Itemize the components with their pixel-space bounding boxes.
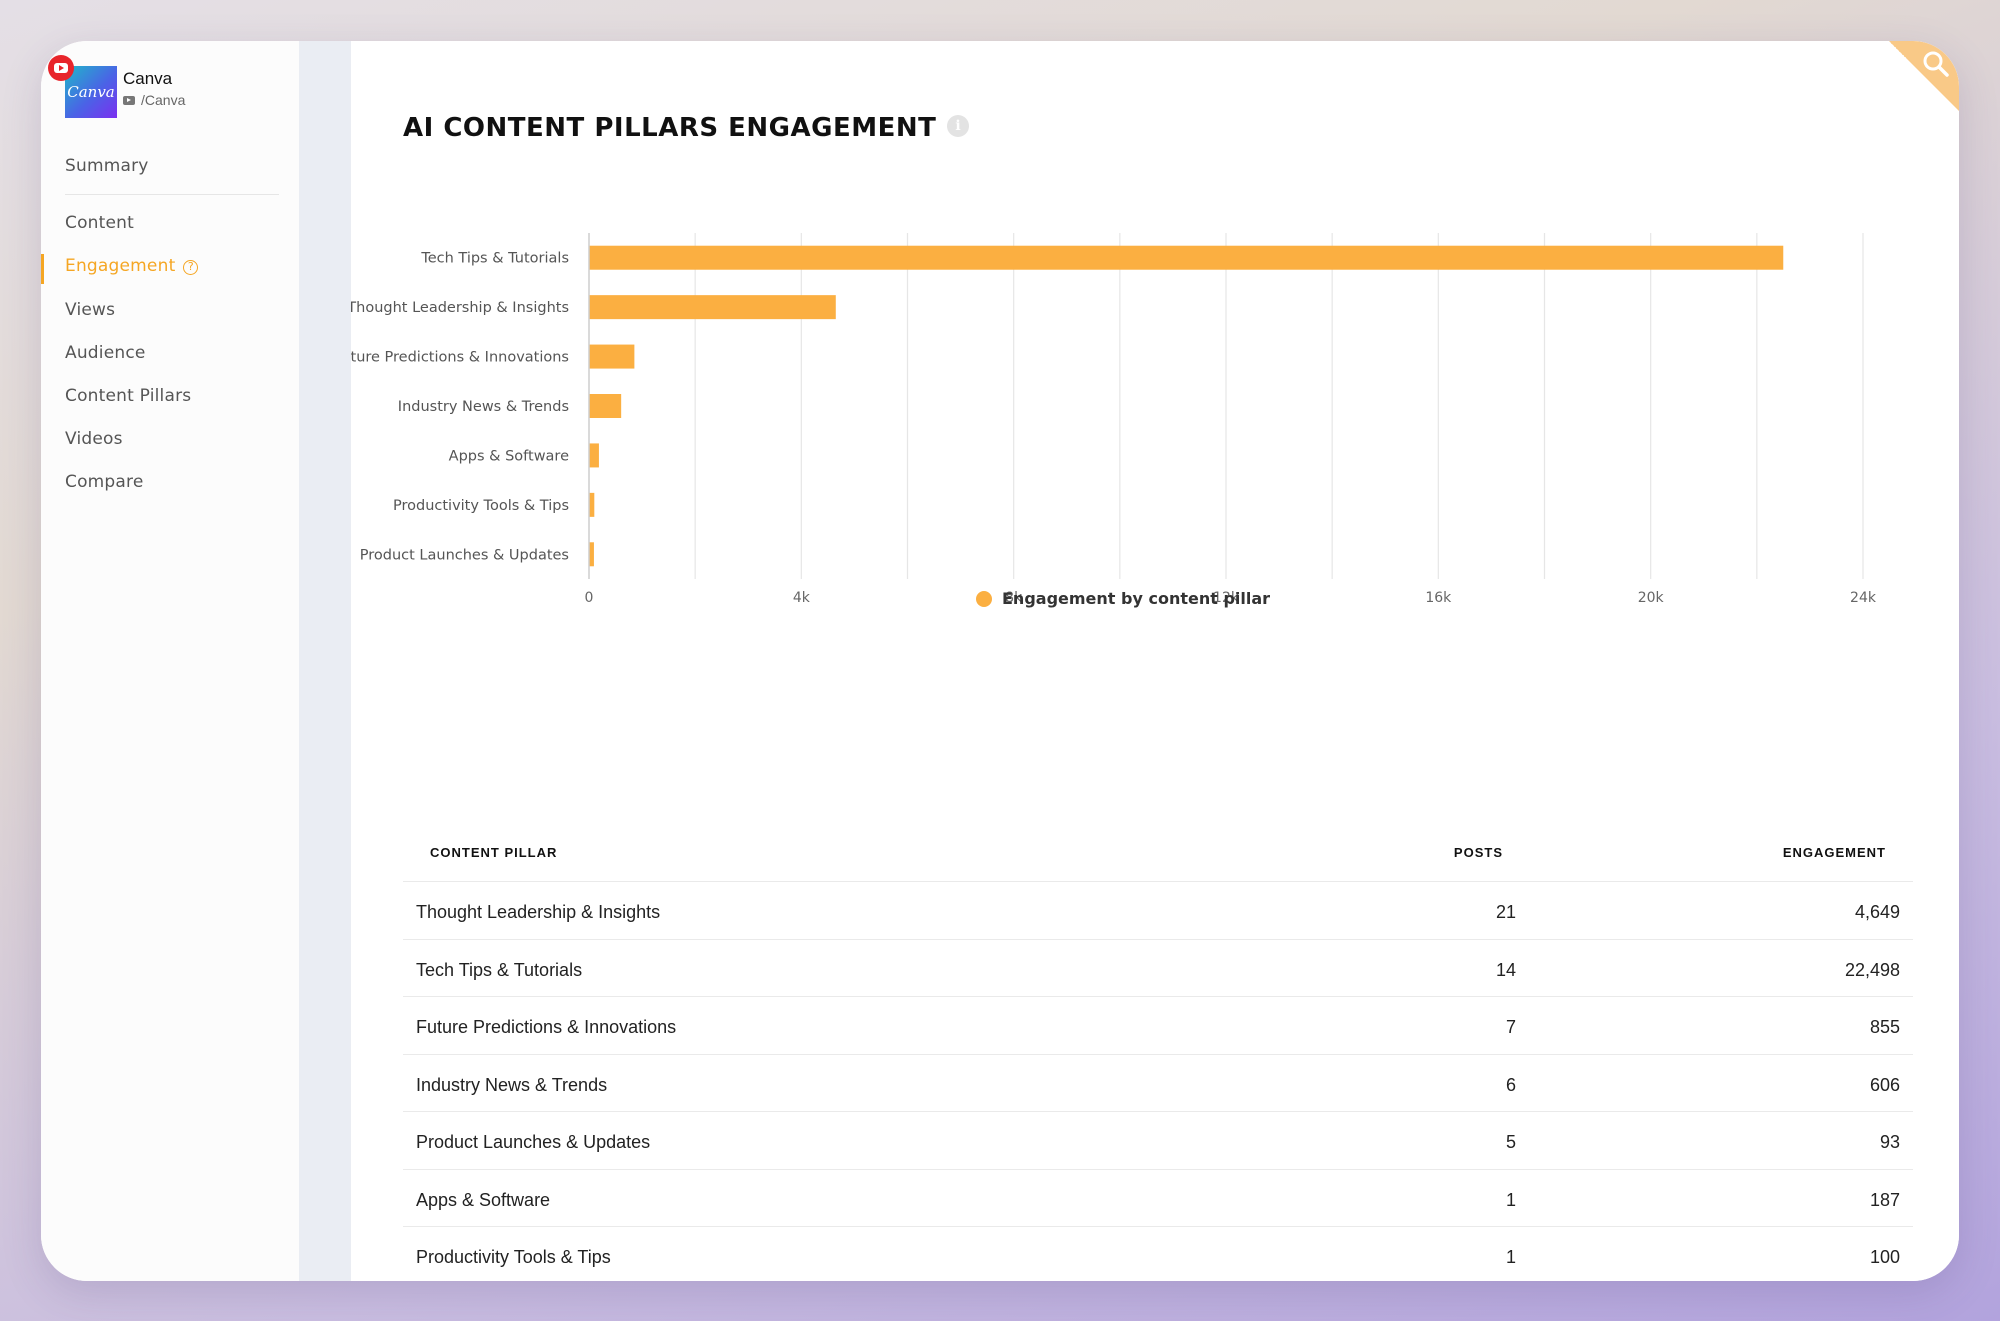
cell-pillar: Future Predictions & Innovations bbox=[416, 1017, 677, 1037]
chart-bar[interactable] bbox=[589, 542, 594, 567]
youtube-badge-icon bbox=[48, 55, 74, 81]
brand-handle-text: /Canva bbox=[141, 92, 186, 108]
cell-pillar: Apps & Software bbox=[416, 1189, 551, 1210]
page-title: AI CONTENT PILLARS ENGAGEMENT bbox=[403, 113, 937, 143]
sidebar-item-content-pillars[interactable]: Content Pillars bbox=[65, 386, 192, 406]
chart-legend[interactable]: Engagement by content pillar bbox=[976, 589, 1270, 608]
table-row[interactable]: Productivity Tools & Tips 1 100 bbox=[403, 1227, 1913, 1281]
cell-engagement: 855 bbox=[1869, 1017, 1900, 1037]
table-header: CONTENT PILLAR POSTS ENGAGEMENT bbox=[403, 819, 1913, 882]
legend-dot bbox=[976, 590, 992, 607]
y-category-label: Thought Leadership & Insights bbox=[351, 300, 569, 316]
table-row[interactable]: Industry News & Trends 6 606 bbox=[403, 1055, 1913, 1112]
cell-posts: 6 bbox=[1505, 1074, 1516, 1095]
sidebar-item-views[interactable]: Views bbox=[65, 300, 116, 320]
cell-pillar: Product Launches & Updates bbox=[416, 1132, 651, 1152]
cell-pillar: Industry News & Trends bbox=[416, 1074, 608, 1095]
cell-pillar: Thought Leadership & Insights bbox=[416, 902, 661, 922]
legend-label: Engagement by content pillar bbox=[1002, 589, 1271, 608]
engagement-bar-chart: 0 4k 8k 12k 16k 20k 24k Tech Tips & Tutorials Th… bbox=[351, 233, 1877, 606]
y-category-label: Product Launches & Updates bbox=[360, 547, 569, 563]
x-tick-label: 12k bbox=[1213, 590, 1240, 606]
sidebar-item-content[interactable]: Content bbox=[65, 213, 135, 233]
column-header-engagement[interactable]: ENGAGEMENT bbox=[1782, 845, 1886, 860]
table-row[interactable]: Future Predictions & Innovations 7 855 bbox=[403, 997, 1913, 1055]
sidebar-item-label: Engagement bbox=[65, 256, 176, 276]
cell-engagement: 100 bbox=[1869, 1247, 1900, 1267]
gutter bbox=[299, 41, 351, 1281]
sidebar-item-engagement[interactable]: Engagement? bbox=[65, 256, 199, 276]
y-category-label: Apps & Software bbox=[449, 448, 569, 464]
chart-bar[interactable] bbox=[589, 344, 635, 369]
brand-handle[interactable]: /Canva bbox=[123, 92, 185, 108]
cell-pillar: Tech Tips & Tutorials bbox=[416, 959, 583, 980]
youtube-icon bbox=[123, 95, 135, 105]
cell-engagement: 93 bbox=[1879, 1132, 1900, 1152]
brand-logo[interactable]: Canva bbox=[65, 66, 117, 118]
x-tick-label: 20k bbox=[1638, 590, 1665, 606]
x-tick-label: 24k bbox=[1850, 590, 1877, 606]
chart-bar[interactable] bbox=[589, 295, 836, 320]
cell-engagement: 22,498 bbox=[1844, 959, 1900, 980]
column-header-posts[interactable]: POSTS bbox=[1453, 845, 1503, 860]
table-row[interactable]: Product Launches & Updates 5 93 bbox=[403, 1112, 1913, 1170]
chart-bar[interactable] bbox=[589, 492, 595, 517]
x-tick-label: 4k bbox=[793, 590, 811, 606]
cell-posts: 7 bbox=[1505, 1017, 1516, 1037]
chart-bar[interactable] bbox=[589, 245, 1784, 270]
search-button[interactable] bbox=[1889, 41, 1959, 111]
sidebar-item-summary[interactable]: Summary bbox=[65, 156, 149, 176]
nav-divider bbox=[65, 194, 279, 195]
chart-bar[interactable] bbox=[589, 443, 599, 468]
sidebar-item-videos[interactable]: Videos bbox=[65, 429, 123, 449]
y-category-label: Industry News & Trends bbox=[398, 399, 569, 415]
cell-posts: 5 bbox=[1505, 1132, 1516, 1152]
y-category-label: Tech Tips & Tutorials bbox=[420, 251, 569, 267]
cell-posts: 1 bbox=[1505, 1247, 1516, 1267]
active-indicator bbox=[41, 254, 44, 284]
column-header-pillar[interactable]: CONTENT PILLAR bbox=[430, 845, 558, 860]
cell-posts: 1 bbox=[1505, 1189, 1516, 1210]
table-row[interactable]: Apps & Software 1 187 bbox=[403, 1170, 1913, 1227]
cell-pillar: Productivity Tools & Tips bbox=[416, 1247, 611, 1267]
brand-name: Canva bbox=[123, 69, 173, 88]
sidebar-item-audience[interactable]: Audience bbox=[65, 343, 146, 363]
search-icon bbox=[1923, 51, 1949, 77]
cell-engagement: 187 bbox=[1869, 1189, 1900, 1210]
y-category-label: Productivity Tools & Tips bbox=[393, 498, 569, 514]
cell-posts: 21 bbox=[1495, 902, 1516, 922]
app-window: Canva Canva /Canva Summary Content Engag… bbox=[41, 41, 1959, 1281]
x-tick-label: 8k bbox=[1005, 590, 1023, 606]
cell-posts: 14 bbox=[1495, 959, 1516, 980]
table-row[interactable]: Tech Tips & Tutorials 14 22,498 bbox=[403, 940, 1913, 997]
x-tick-label: 16k bbox=[1425, 590, 1452, 606]
y-category-label: Future Predictions & Innovations bbox=[351, 350, 569, 366]
x-tick-label: 0 bbox=[585, 590, 594, 606]
table-row[interactable]: Thought Leadership & Insights 21 4,649 bbox=[403, 882, 1913, 940]
main-panel: AI CONTENT PILLARS ENGAGEMENT i 0 4k 8k 12k… bbox=[351, 41, 1959, 1281]
sidebar: Canva Canva /Canva Summary Content Engag… bbox=[41, 41, 299, 1281]
info-icon[interactable]: i bbox=[947, 115, 969, 137]
cell-engagement: 4,649 bbox=[1854, 902, 1900, 922]
cell-engagement: 606 bbox=[1869, 1074, 1900, 1095]
pillars-table: CONTENT PILLAR POSTS ENGAGEMENT Thought … bbox=[403, 819, 1913, 1281]
help-icon[interactable]: ? bbox=[183, 260, 199, 275]
sidebar-item-compare[interactable]: Compare bbox=[65, 472, 144, 492]
chart-bar[interactable] bbox=[589, 394, 622, 418]
